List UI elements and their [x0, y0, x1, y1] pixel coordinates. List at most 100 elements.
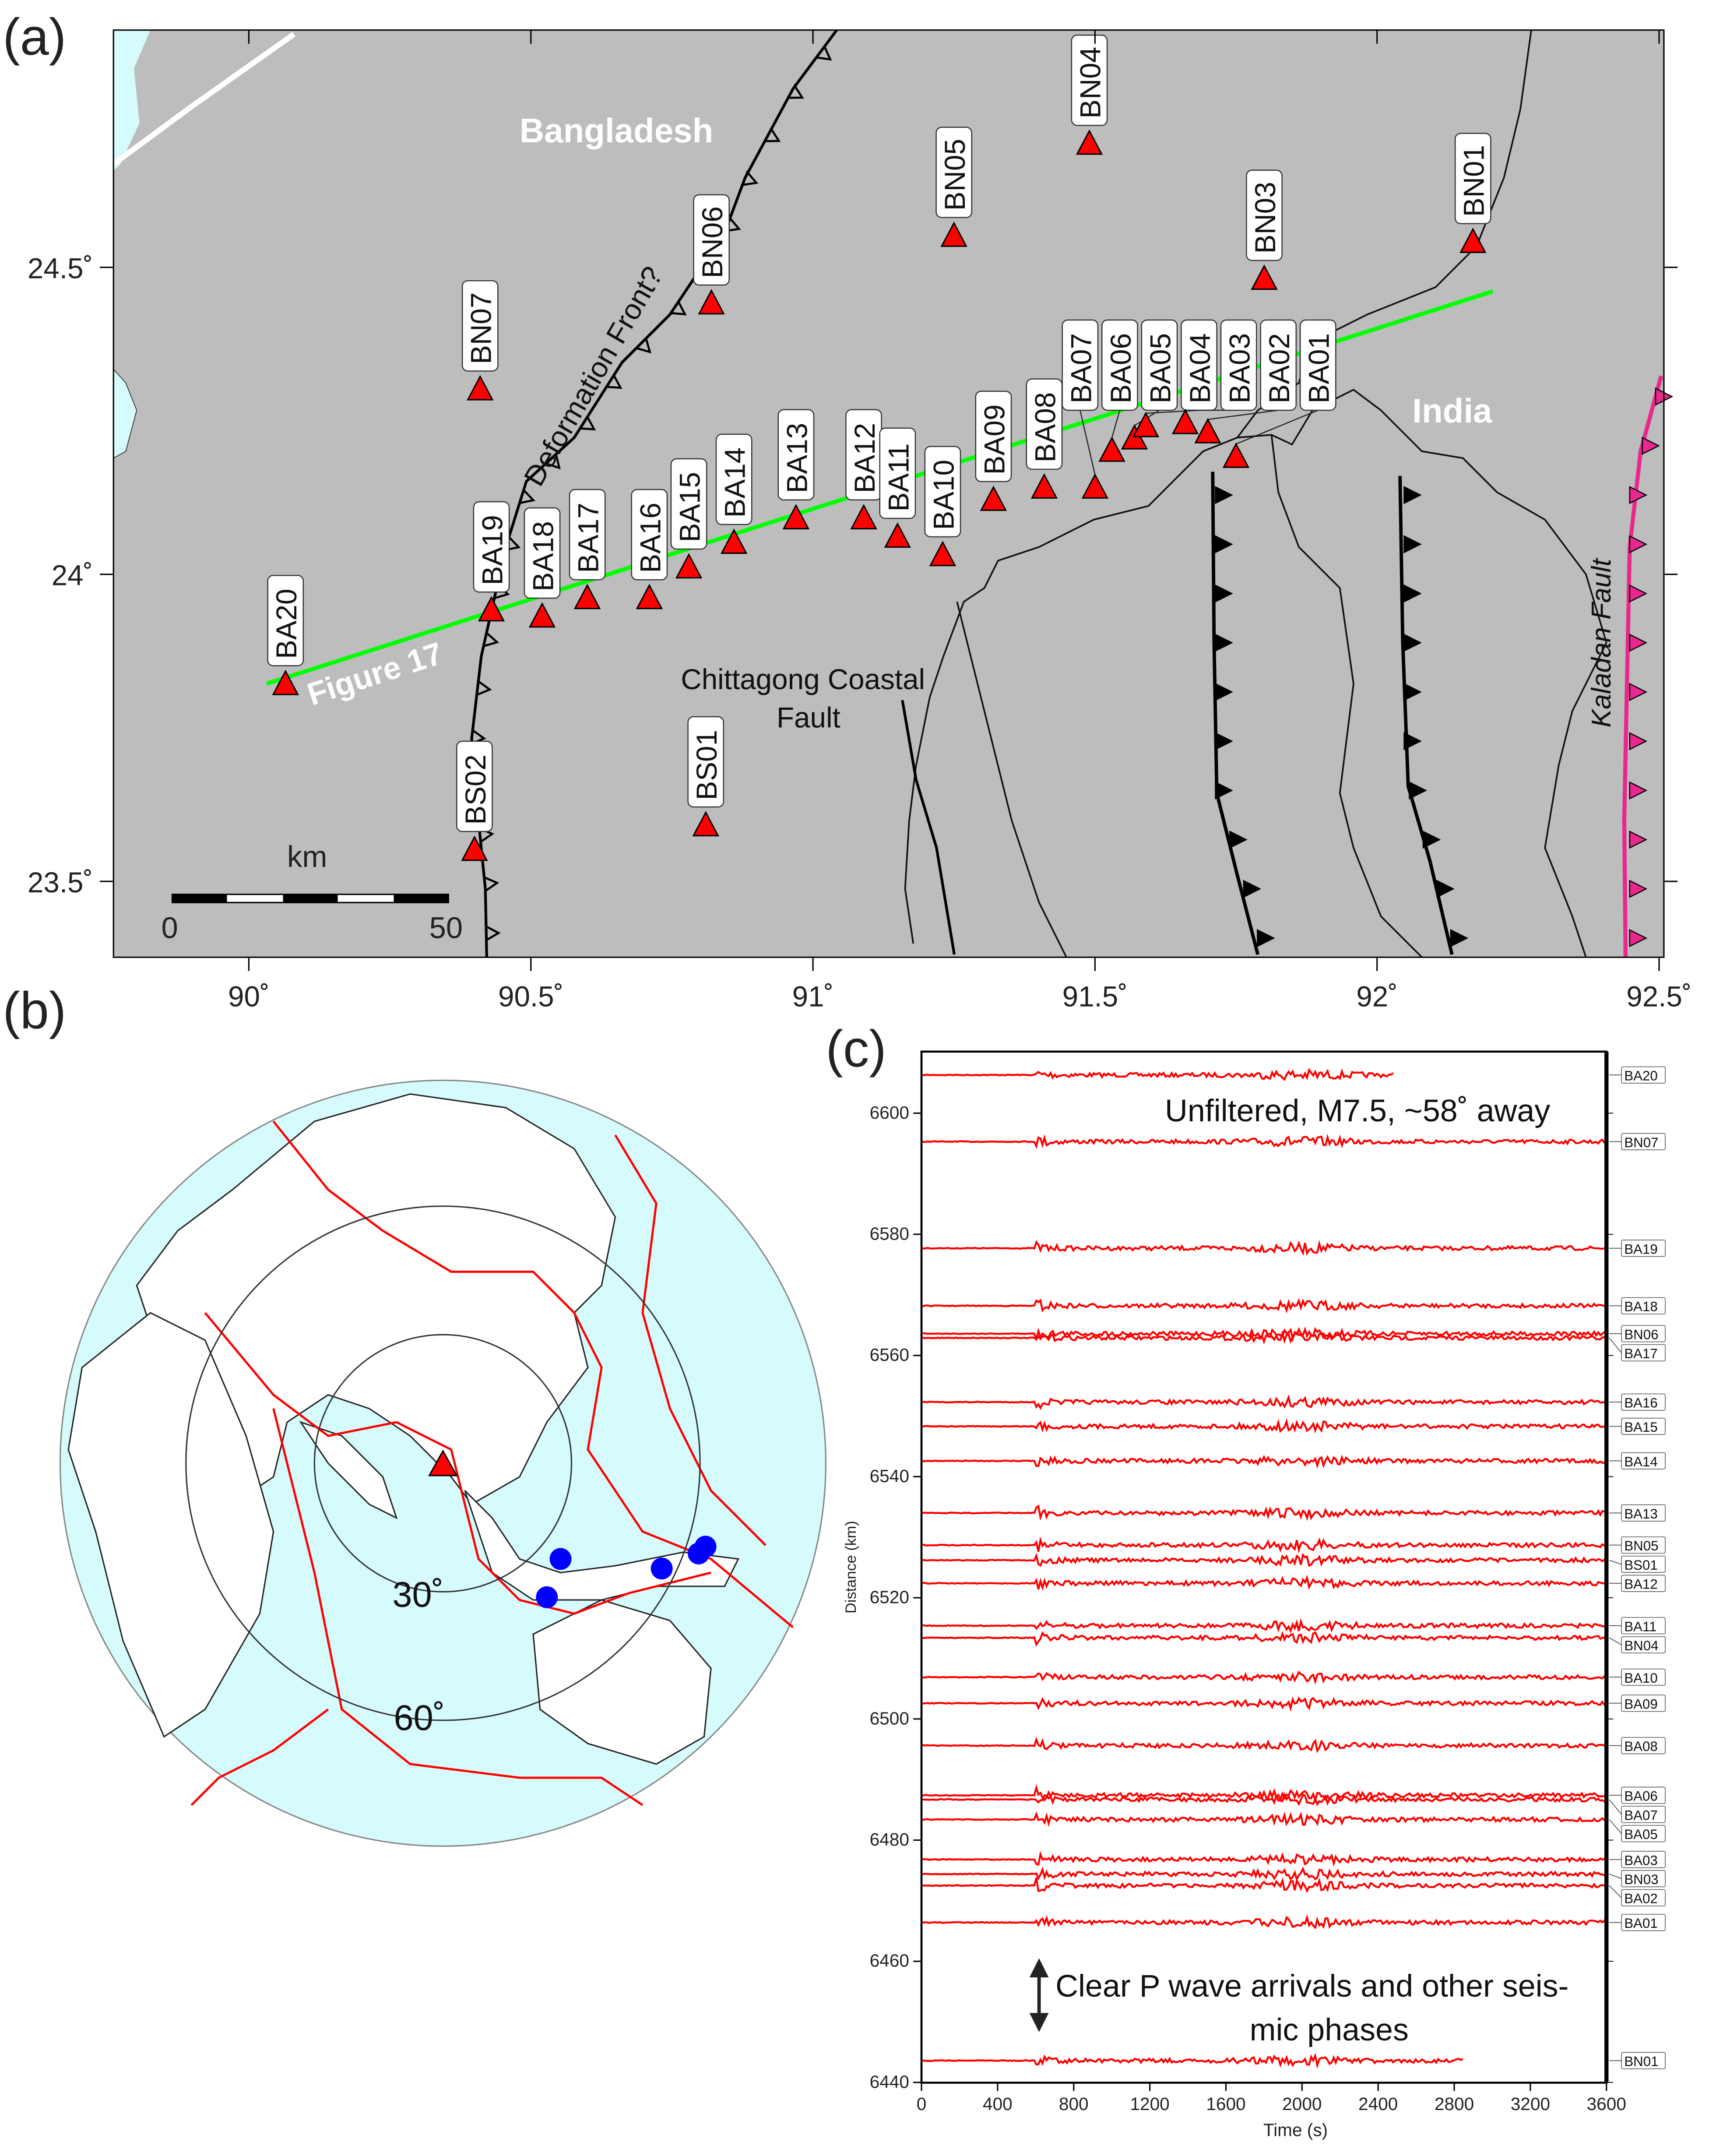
station-label: BN05 — [939, 139, 971, 211]
station-label-box — [1260, 319, 1297, 411]
plot-area — [921, 1051, 1607, 2083]
station-label-box — [1246, 169, 1283, 261]
stations: BA20 BN07 BA19 BA18 BA17 BA16 BA15 BA14 BA13 BA12… — [267, 35, 1491, 861]
thrust-tooth-open — [578, 415, 596, 430]
scalebar-unit: km — [287, 840, 327, 874]
event-dot — [549, 1548, 572, 1570]
thrust-tooth — [1629, 486, 1648, 504]
y-tick-label: 6560 — [870, 1345, 909, 1365]
trace-label-box — [1621, 1806, 1666, 1823]
trace-label-box — [1621, 1617, 1666, 1635]
trace-label-box — [1621, 1870, 1666, 1888]
station-ba07: BA07 — [1062, 319, 1109, 499]
thrust-tooth — [1629, 732, 1648, 750]
trace-label-box — [1621, 1066, 1666, 1084]
station-ba19: BA19 — [473, 501, 510, 622]
trace-label-ba16: BA16 — [1609, 1393, 1666, 1411]
trace-label-ba03: BA03 — [1609, 1851, 1666, 1868]
trace-bn01 — [921, 2053, 1463, 2069]
station-ba09: BA09 — [975, 391, 1012, 511]
station-triangle-icon — [675, 553, 703, 579]
trace-label: BA10 — [1624, 1670, 1657, 1686]
trace-label-box — [1621, 1504, 1666, 1522]
annotation-line-1: Clear P wave arrivals and other seis- — [1055, 1969, 1568, 2004]
station-label: BA10 — [928, 460, 960, 530]
station-label-box — [1062, 319, 1099, 411]
thrust-tooth — [1629, 880, 1648, 898]
station-ba02: BA02 — [1194, 319, 1297, 444]
trace-label-box — [1621, 1555, 1666, 1573]
station-ba17: BA17 — [569, 489, 606, 609]
x-tick-label: 3600 — [1587, 2094, 1626, 2114]
station-ba06: BA06 — [1098, 319, 1138, 462]
trace-label-ba05: BA05 — [1609, 1819, 1666, 1842]
india-label: India — [1412, 391, 1492, 430]
trace-label-leader — [1609, 1637, 1622, 1645]
trace-label-box — [1621, 1418, 1666, 1435]
station-triangle-icon — [272, 669, 299, 695]
x-tick-label: 400 — [983, 2094, 1013, 2114]
trace-labels: BA20 BN07 BA19 BA18 BN06 BA17 BA16 BA15 BA14 BA13… — [1609, 1066, 1666, 2069]
trace-label-ba20: BA20 — [1609, 1066, 1666, 1084]
thrust-tooth-open — [482, 631, 499, 648]
thrust-tooth — [1403, 486, 1422, 504]
y-tick-label: 6540 — [870, 1466, 909, 1486]
station-label-box — [715, 433, 753, 525]
trace-label-box — [1621, 1851, 1666, 1868]
thrust-tooth-open — [475, 679, 492, 697]
station-label-box — [1220, 319, 1257, 411]
station-ba10: BA10 — [924, 446, 961, 567]
thrust-tooth-open — [669, 299, 687, 316]
station-label: BA13 — [781, 423, 813, 493]
trace-label-bs01: BS01 — [1609, 1555, 1666, 1573]
trace-label-ba06: BA06 — [1609, 1786, 1666, 1804]
event-dot — [536, 1586, 558, 1608]
trace-label: BA12 — [1624, 1577, 1657, 1592]
panel-a-label: (a) — [3, 8, 66, 66]
trace-label-bn05: BN05 — [1609, 1536, 1666, 1554]
station-leader-line — [1080, 410, 1096, 475]
chart-axis-ticks: 0 400 800 1200 1600 2000 2400 2800 3200 3600 6600 6… — [870, 1103, 1626, 2114]
trace-label-bn06: BN06 — [1609, 1325, 1666, 1342]
y-tick-label: 6520 — [870, 1587, 909, 1607]
trace-label-box — [1621, 1786, 1666, 1804]
thrust-tooth — [1215, 634, 1233, 652]
station-ba18: BA18 — [524, 507, 561, 628]
thrust-tooth-open — [814, 44, 832, 61]
trace-bn03 — [921, 1866, 1607, 1882]
thrust-tooth — [1257, 929, 1275, 948]
thrust-tooth — [1629, 830, 1648, 849]
trace-label-box — [1621, 1240, 1666, 1257]
panel-b-label: (b) — [3, 982, 66, 1040]
lat-tick-label: 24.5˚ — [28, 253, 93, 285]
ring-label-60: 60˚ — [394, 1698, 445, 1738]
station-label-box — [1071, 35, 1108, 126]
station-bn04: BN04 — [1071, 35, 1108, 155]
station-triangle-icon — [929, 541, 956, 567]
station-triangle-icon — [698, 289, 725, 315]
station-ba01: BA01 — [1222, 319, 1336, 468]
y-axis-label: Distance (km) — [843, 1521, 859, 1613]
station-label: BA14 — [719, 447, 751, 518]
trace-ba15 — [921, 1418, 1607, 1434]
station-triangle-icon — [692, 811, 719, 837]
water-body — [113, 30, 151, 171]
trace-label-box — [1621, 1695, 1666, 1712]
station-label-box — [1026, 378, 1063, 470]
trace-label: BA19 — [1624, 1241, 1657, 1257]
trace-ba01 — [921, 1914, 1607, 1930]
global-map: 30˚ 60˚ — [59, 1079, 826, 1847]
trace-label-ba19: BA19 — [1609, 1240, 1666, 1257]
event-dot — [694, 1536, 717, 1558]
station-label: BN03 — [1249, 182, 1281, 254]
trace-label-ba08: BA08 — [1609, 1737, 1666, 1754]
station-label: BA16 — [634, 503, 666, 573]
station-bn06: BN06 — [693, 194, 730, 315]
trace-label-ba09: BA09 — [1609, 1695, 1666, 1712]
station-bn03: BN03 — [1246, 169, 1283, 290]
australia — [532, 1599, 712, 1765]
thrust-tooth — [1403, 634, 1422, 652]
x-tick-label: 3200 — [1511, 2094, 1550, 2114]
trace-label: BA08 — [1624, 1739, 1657, 1754]
